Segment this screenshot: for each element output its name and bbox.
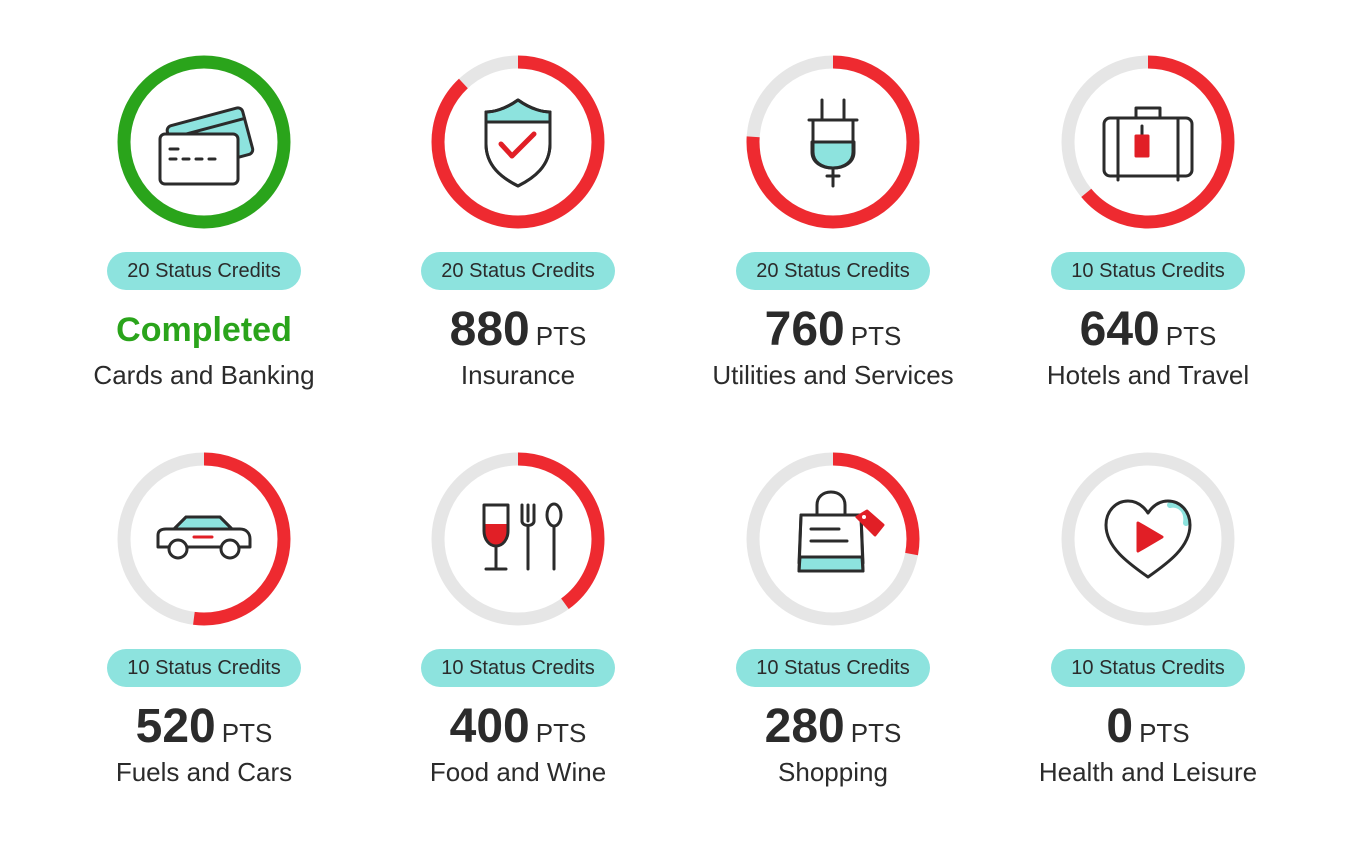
points-unit: PTS — [1139, 718, 1190, 748]
progress-ring — [117, 55, 291, 229]
points-number: 280 — [764, 700, 845, 753]
category-name: Utilities and Services — [712, 360, 954, 390]
plug-icon — [807, 98, 859, 188]
points-number: 520 — [135, 700, 216, 753]
status-credits-badge: 10 Status Credits — [107, 649, 301, 687]
points-unit: PTS — [221, 718, 273, 748]
points-number: 400 — [449, 700, 530, 753]
progress-ring — [1061, 55, 1235, 229]
progress-ring — [746, 55, 920, 229]
points-value: 520 PTS — [136, 699, 273, 755]
suitcase-icon — [1102, 106, 1194, 182]
category-card-cards[interactable]: 20 Status Credits Completed Cards and Ba… — [54, 52, 354, 392]
status-credits-badge: 10 Status Credits — [1051, 649, 1245, 687]
heart-play-icon — [1104, 499, 1192, 579]
points-unit: PTS — [535, 321, 587, 351]
status-credits-badge: 20 Status Credits — [107, 252, 301, 290]
progress-ring — [117, 452, 291, 626]
points-unit: PTS — [1165, 321, 1217, 351]
category-name: Cards and Banking — [93, 360, 315, 390]
progress-ring — [1061, 452, 1235, 626]
car-icon — [156, 515, 252, 560]
points-value: 0 PTS — [1106, 699, 1189, 755]
shield-check-icon — [484, 98, 552, 188]
category-name: Shopping — [778, 757, 888, 787]
progress-ring — [431, 452, 605, 626]
status-credits-badge: 10 Status Credits — [736, 649, 930, 687]
status-credits-badge: 10 Status Credits — [421, 649, 615, 687]
category-card-shopping[interactable]: 10 Status Credits 280 PTS Shopping — [683, 449, 983, 789]
wine-cutlery-icon — [482, 502, 563, 571]
category-name: Health and Leisure — [1038, 757, 1258, 787]
progress-ring — [431, 55, 605, 229]
points-value: 880 PTS — [450, 302, 587, 358]
category-name: Food and Wine — [429, 757, 607, 787]
points-unit: PTS — [850, 718, 902, 748]
points-value: 640 PTS — [1080, 302, 1217, 358]
category-card-food[interactable]: 10 Status Credits 400 PTS Food and Wine — [368, 449, 668, 789]
category-name: Insurance — [460, 360, 576, 390]
category-name: Fuels and Cars — [115, 757, 293, 787]
category-card-insurance[interactable]: 20 Status Credits 880 PTS Insurance — [368, 52, 668, 392]
category-name: Hotels and Travel — [1046, 360, 1250, 390]
points-value: 280 PTS — [765, 699, 902, 755]
category-card-utilities[interactable]: 20 Status Credits 760 PTS Utilities and … — [683, 52, 983, 392]
points-value: 760 PTS — [765, 302, 902, 358]
shopping-bag-icon — [797, 490, 885, 573]
points-unit: PTS — [850, 321, 902, 351]
points-number: 640 — [1079, 303, 1160, 356]
points-value: Completed — [116, 302, 292, 358]
points-value: 400 PTS — [450, 699, 587, 755]
category-card-health[interactable]: 10 Status Credits 0 PTS Health and Leisu… — [998, 449, 1298, 789]
status-credits-badge: 20 Status Credits — [736, 252, 930, 290]
status-credits-badge: 10 Status Credits — [1051, 252, 1245, 290]
completed-label: Completed — [116, 311, 292, 349]
points-unit: PTS — [535, 718, 587, 748]
category-card-fuel[interactable]: 10 Status Credits 520 PTS Fuels and Cars — [54, 449, 354, 789]
category-card-travel[interactable]: 10 Status Credits 640 PTS Hotels and Tra… — [998, 52, 1298, 392]
progress-ring — [746, 452, 920, 626]
points-number: 880 — [449, 303, 530, 356]
status-credits-badge: 20 Status Credits — [421, 252, 615, 290]
points-number: 760 — [764, 303, 845, 356]
points-number: 0 — [1106, 700, 1134, 753]
credit-cards-icon — [158, 106, 255, 186]
